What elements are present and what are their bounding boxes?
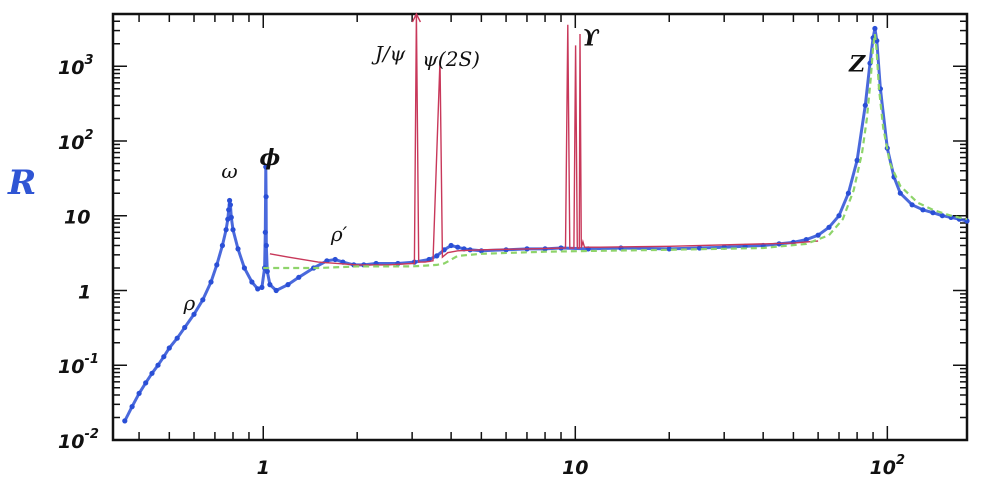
- data-point: [136, 390, 142, 396]
- data-point: [208, 279, 214, 285]
- data-point: [129, 404, 135, 410]
- data-point: [182, 324, 188, 331]
- data-point: [264, 268, 270, 274]
- data-point: [263, 164, 269, 170]
- resonance-label: ω: [221, 159, 237, 183]
- y-tick-label: 1: [78, 281, 91, 303]
- data-point: [214, 262, 220, 268]
- resonance-label: ρ: [183, 291, 196, 315]
- data-point: [332, 256, 338, 263]
- data-point: [219, 242, 225, 249]
- data-point: [223, 227, 229, 233]
- data-point: [263, 194, 269, 200]
- x-tick-label: 1: [257, 457, 270, 479]
- y-tick-label: 103: [58, 53, 94, 79]
- data-point: [909, 202, 915, 208]
- data-point: [920, 207, 926, 213]
- data-point: [897, 190, 903, 196]
- data-point: [235, 246, 241, 252]
- data-point: [200, 297, 206, 303]
- resonance-label: ϒ: [582, 25, 600, 51]
- data-point: [862, 102, 868, 108]
- data-point: [478, 248, 484, 254]
- data-point: [285, 282, 291, 288]
- data-point: [255, 286, 261, 292]
- data-point: [434, 253, 440, 259]
- data-point: [696, 245, 703, 251]
- resonance-label: Z: [848, 52, 866, 78]
- y-tick-exponent: -1: [84, 352, 98, 367]
- y-tick-exponent: -2: [84, 427, 98, 442]
- data-point: [455, 244, 461, 250]
- data-point: [803, 237, 809, 243]
- data-point: [872, 25, 878, 32]
- data-point: [166, 345, 172, 351]
- data-point: [826, 224, 832, 230]
- data-point: [143, 380, 149, 386]
- data-point: [666, 246, 672, 252]
- data-point: [149, 370, 155, 376]
- data-point: [296, 274, 302, 280]
- data-point: [815, 232, 821, 238]
- data-point: [241, 265, 247, 271]
- data-point: [191, 311, 197, 317]
- data-point: [227, 197, 233, 204]
- resonance-annotations: ρ ωϕ ρ′ J/ψ ψ(2S) ϒ Z: [183, 25, 867, 314]
- data-point: [930, 210, 936, 216]
- data-point: [263, 242, 269, 249]
- data-point: [249, 279, 255, 285]
- data-point: [174, 335, 180, 341]
- data-point: [161, 354, 167, 360]
- resonance-label: ϕ: [259, 145, 280, 171]
- x-tick-exponent: 2: [896, 453, 905, 468]
- data-point: [267, 282, 273, 288]
- data-point: [836, 213, 842, 219]
- jpsi-arrow-head: [411, 12, 422, 23]
- series-layer: [122, 12, 970, 424]
- data-point: [122, 418, 128, 424]
- y-axis-label: R: [7, 163, 36, 203]
- data-point: [939, 213, 945, 219]
- data-point: [259, 284, 265, 290]
- y-tick-label: 10: [64, 207, 90, 229]
- y-tick-exponent: 3: [84, 53, 93, 68]
- data-point: [227, 202, 233, 208]
- data-point: [226, 207, 232, 213]
- data-point: [448, 242, 454, 249]
- resonance-label: J/ψ: [371, 41, 406, 65]
- data-point: [155, 362, 161, 368]
- data-point: [273, 287, 279, 294]
- resonance-label: ψ(2S): [422, 47, 480, 71]
- data-point: [845, 190, 852, 196]
- resonance-curve-line: [269, 13, 819, 266]
- resonance-label: ρ′: [330, 222, 348, 246]
- y-tick-exponent: 2: [84, 128, 93, 143]
- x-tick-label: 10: [562, 457, 588, 479]
- data-point: [854, 157, 860, 163]
- data-point: [262, 229, 268, 235]
- data-point: [230, 227, 236, 233]
- data-point: [228, 214, 234, 220]
- qcd-prediction-dashed-line: [263, 33, 968, 270]
